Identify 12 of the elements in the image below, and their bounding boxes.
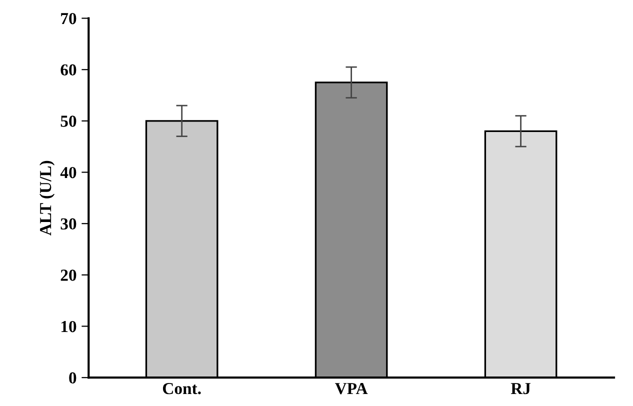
y-axis-title: ALT (U/L) — [39, 160, 55, 236]
y-tick-label: 50 — [60, 116, 76, 127]
x-tick-label: Cont. — [162, 382, 201, 394]
y-tick-label: 40 — [60, 166, 76, 178]
y-tick-label: 60 — [60, 64, 76, 76]
y-tick-label: 20 — [60, 270, 76, 281]
x-tick-label: VPA — [334, 383, 368, 394]
y-tick-label: 0 — [69, 372, 76, 384]
y-tick-label: 70 — [61, 12, 76, 24]
y-tick-label: 10 — [61, 320, 76, 332]
x-tick-label: RJ — [510, 383, 531, 394]
y-tick-label: 30 — [60, 218, 76, 230]
